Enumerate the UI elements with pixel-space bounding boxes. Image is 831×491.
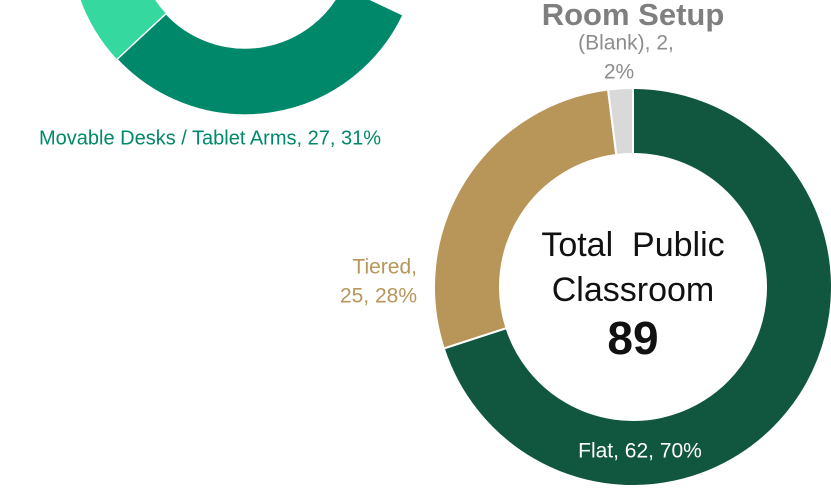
slice-label: Flat, 62, 70% — [578, 440, 702, 463]
center-text: Total Public — [541, 226, 724, 264]
slice-label: 25, 28% — [340, 285, 417, 308]
light-slice-part — [80, 0, 167, 60]
center-text: Classroom — [552, 271, 714, 309]
slice-label: 2% — [604, 61, 634, 84]
center-value: 89 — [607, 312, 658, 364]
slice-label: (Blank), 2, — [578, 32, 674, 55]
slice-label: Movable Desks / Tablet Arms, 27, 31% — [39, 127, 381, 149]
donut-slice — [606, 86, 634, 157]
chart-title: Room Setup — [542, 0, 725, 32]
donut-slice — [115, 0, 405, 116]
donut-slice — [433, 88, 618, 350]
donut-slice — [442, 86, 831, 487]
slice-label: Tiered, — [352, 256, 417, 279]
